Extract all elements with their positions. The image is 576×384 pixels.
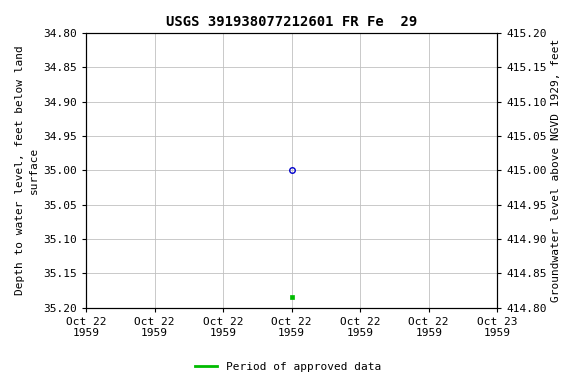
Y-axis label: Groundwater level above NGVD 1929, feet: Groundwater level above NGVD 1929, feet — [551, 39, 561, 302]
Title: USGS 391938077212601 FR Fe  29: USGS 391938077212601 FR Fe 29 — [166, 15, 417, 29]
Y-axis label: Depth to water level, feet below land
surface: Depth to water level, feet below land su… — [15, 45, 39, 295]
Legend: Period of approved data: Period of approved data — [191, 358, 385, 377]
